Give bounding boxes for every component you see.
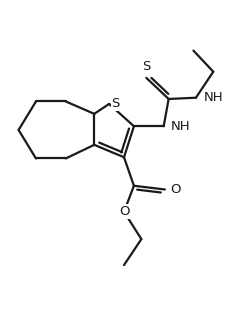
Text: O: O [170, 183, 181, 196]
Text: NH: NH [171, 120, 190, 133]
Text: S: S [112, 97, 120, 110]
Text: S: S [142, 61, 151, 73]
Text: O: O [119, 205, 129, 218]
Text: NH: NH [203, 91, 223, 104]
